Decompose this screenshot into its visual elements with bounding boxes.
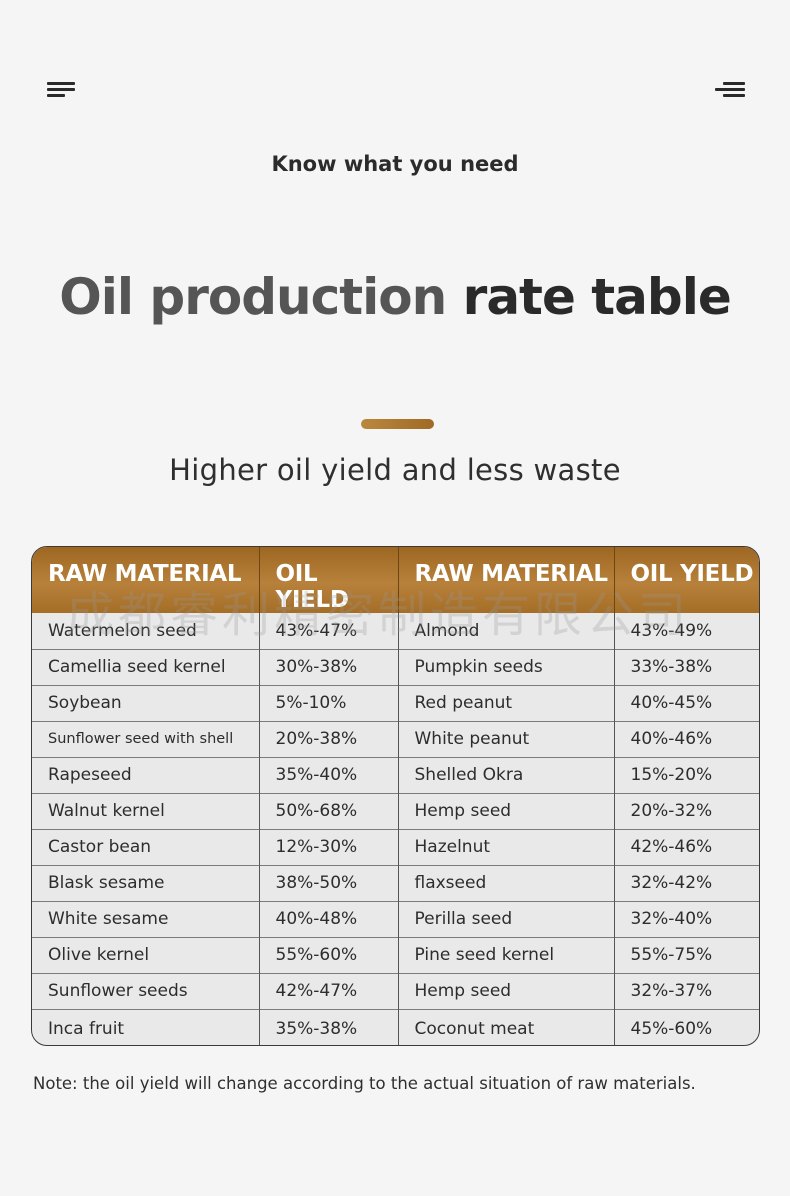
oil-yield-table: RAW MATERIAL OIL YIELD RAW MATERIAL OIL … [31, 546, 760, 1046]
footnote: Note: the oil yield will change accordin… [33, 1074, 696, 1093]
material-cell: Soybean [32, 684, 260, 721]
title-part-2: rate table [462, 268, 732, 326]
yield-cell: 5%-10% [259, 684, 399, 721]
material-cell: Perilla seed [398, 900, 615, 937]
yield-cell: 32%-40% [614, 900, 759, 937]
table-row: Olive kernel 55%-60% Pine seed kernel 55%-7… [32, 936, 759, 973]
table-row: Blask sesame 38%-50% flaxseed 32%-42% [32, 864, 759, 901]
yield-cell: 40%-46% [614, 720, 759, 757]
material-cell: Pumpkin seeds [398, 648, 615, 685]
kicker-text: Know what you need [271, 152, 519, 176]
yield-cell: 43%-47% [259, 613, 399, 649]
material-cell: Hemp seed [398, 792, 615, 829]
header-raw-material: RAW MATERIAL [32, 547, 260, 613]
table-row: Sunflower seeds 42%-47% Hemp seed 32%-37% [32, 972, 759, 1009]
yield-cell: 42%-46% [614, 828, 759, 865]
yield-cell: 42%-47% [259, 972, 399, 1009]
yield-cell: 38%-50% [259, 864, 399, 901]
material-cell: Almond [398, 613, 615, 649]
header-raw-material: RAW MATERIAL [398, 547, 615, 613]
yield-cell: 35%-38% [259, 1008, 399, 1045]
material-cell: Hazelnut [398, 828, 615, 865]
material-cell: Olive kernel [32, 936, 260, 973]
yield-cell: 20%-38% [259, 720, 399, 757]
material-cell: Hemp seed [398, 972, 615, 1009]
yield-cell: 55%-75% [614, 936, 759, 973]
page-title: Oil production rate table [0, 268, 790, 326]
menu-icon-left[interactable] [47, 82, 75, 98]
menu-icon-right[interactable] [715, 82, 745, 98]
yield-cell: 55%-60% [259, 936, 399, 973]
yield-cell: 15%-20% [614, 756, 759, 793]
material-cell: Red peanut [398, 684, 615, 721]
yield-cell: 50%-68% [259, 792, 399, 829]
yield-cell: 40%-48% [259, 900, 399, 937]
table-row: Walnut kernel 50%-68% Hemp seed 20%-32% [32, 792, 759, 829]
material-cell: Rapeseed [32, 756, 260, 793]
divider-bar [361, 419, 434, 429]
table-row: White sesame 40%-48% Perilla seed 32%-40% [32, 900, 759, 937]
yield-cell: 32%-42% [614, 864, 759, 901]
material-cell: Sunflower seeds [32, 972, 260, 1009]
material-cell: White sesame [32, 900, 260, 937]
yield-cell: 35%-40% [259, 756, 399, 793]
yield-cell: 43%-49% [630, 620, 713, 641]
title-part-1: Oil production [59, 268, 447, 326]
yield-cell: 30%-38% [259, 648, 399, 685]
yield-cell: 33%-38% [614, 648, 759, 685]
material-cell: Watermelon seed [32, 613, 260, 649]
yield-cell: 45%-60% [614, 1008, 759, 1045]
subtitle: Higher oil yield and less waste [169, 453, 621, 487]
material-cell: Pine seed kernel [398, 936, 615, 973]
table-row: Rapeseed 35%-40% Shelled Okra 15%-20% [32, 756, 759, 793]
material-cell: Shelled Okra [398, 756, 615, 793]
material-cell: White peanut [398, 720, 615, 757]
material-cell: flaxseed [398, 864, 615, 901]
header-oil-yield: OIL YIELD [614, 547, 759, 613]
material-cell: Inca fruit [32, 1008, 260, 1045]
yield-cell: 40%-45% [614, 684, 759, 721]
table-row: Soybean 5%-10% Red peanut 40%-45% [32, 684, 759, 721]
table-row: Sunflower seed with shell 20%-38% White pe… [32, 720, 759, 757]
material-cell: Coconut meat [398, 1008, 615, 1045]
table-row: Castor bean 12%-30% Hazelnut 42%-46% [32, 828, 759, 865]
table-row: Camellia seed kernel 30%-38% Pumpkin seeds… [32, 648, 759, 685]
yield-cell: 20%-32% [614, 792, 759, 829]
material-cell: Camellia seed kernel [32, 648, 260, 685]
table-row: Inca fruit 35%-38% Coconut meat 45%-60% [32, 1008, 759, 1045]
yield-cell: 32%-37% [614, 972, 759, 1009]
material-cell: Blask sesame [32, 864, 260, 901]
table-header-row: RAW MATERIAL OIL YIELD RAW MATERIAL OIL … [32, 547, 759, 613]
header-oil-yield: OIL YIELD [259, 547, 399, 613]
material-cell: Castor bean [32, 828, 260, 865]
table-row: Watermelon seed 43%-47% Almond 43%-49% [32, 613, 759, 649]
yield-cell: 12%-30% [259, 828, 399, 865]
material-cell: Walnut kernel [32, 792, 260, 829]
material-cell: Sunflower seed with shell [32, 720, 260, 757]
